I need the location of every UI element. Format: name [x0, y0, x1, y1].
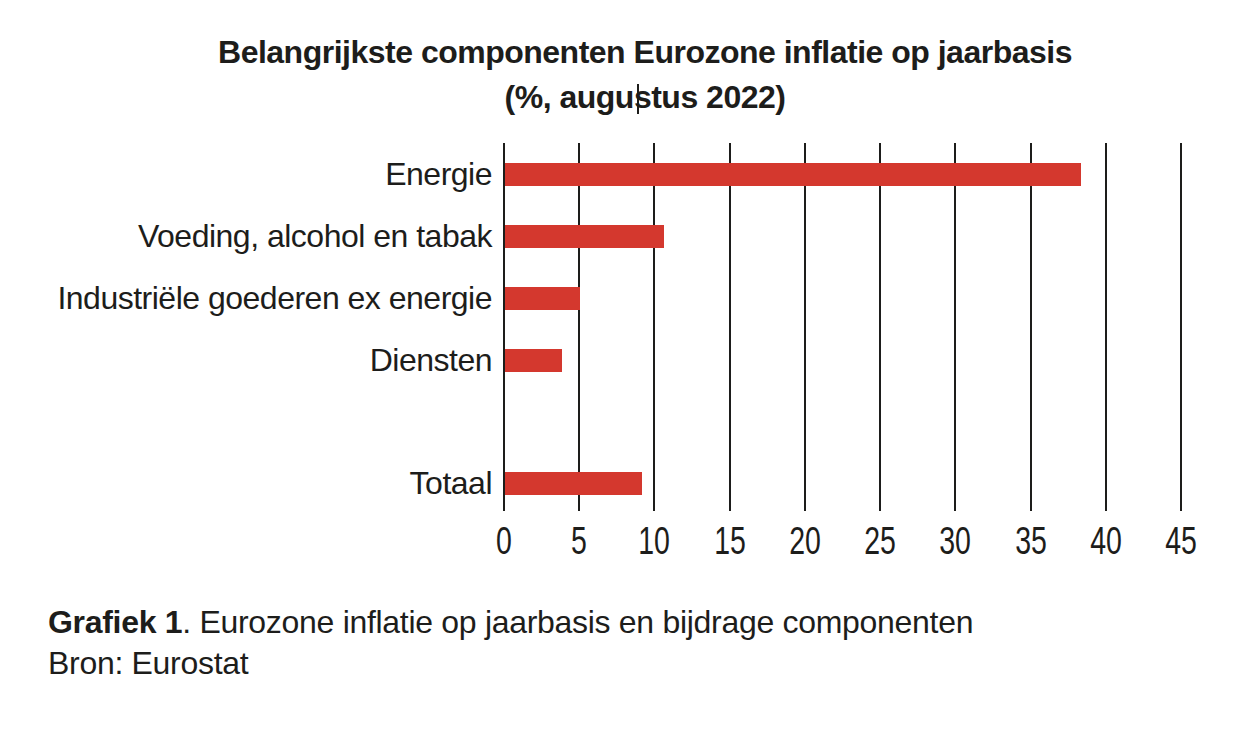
- x-tick-label: 5: [542, 520, 617, 562]
- x-tick-label: 0: [467, 520, 542, 562]
- x-gridline: [503, 143, 505, 511]
- chart-figure: Belangrijkste componenten Eurozone infla…: [0, 0, 1236, 734]
- x-gridline: [1180, 143, 1182, 511]
- x-gridline: [578, 143, 580, 511]
- x-gridline: [879, 143, 881, 511]
- x-gridline: [954, 143, 956, 511]
- x-tick-label: 30: [918, 520, 993, 562]
- bar-0: [505, 163, 1081, 186]
- figure-caption: Grafiek 1. Eurozone inflatie op jaarbasi…: [48, 602, 973, 684]
- x-tick-label: 15: [692, 520, 767, 562]
- x-tick-label: 20: [767, 520, 842, 562]
- x-tick-label: 25: [843, 520, 918, 562]
- bar-3: [505, 349, 562, 372]
- x-tick-label: 45: [1144, 520, 1219, 562]
- caption-label: Grafiek 1: [48, 604, 182, 640]
- caption-line: Grafiek 1. Eurozone inflatie op jaarbasi…: [48, 602, 973, 643]
- bar-2: [505, 287, 580, 310]
- chart-title: Belangrijkste componenten Eurozone infla…: [27, 30, 1236, 120]
- category-label: Industriële goederen ex energie: [12, 277, 492, 319]
- x-tick-label: 10: [617, 520, 692, 562]
- chart-title-line2: (%, augustus 2022): [27, 75, 1236, 120]
- x-tick-label: 35: [993, 520, 1068, 562]
- caption-text: . Eurozone inflatie op jaarbasis en bijd…: [182, 604, 973, 640]
- x-gridline: [729, 143, 731, 511]
- category-label: Energie: [12, 153, 492, 195]
- category-label: Totaal: [12, 462, 492, 504]
- bar-4: [505, 472, 642, 495]
- x-tick-label: 40: [1068, 520, 1143, 562]
- x-gridline: [1030, 143, 1032, 511]
- bar-1: [505, 225, 664, 248]
- x-gridline: [1105, 143, 1107, 511]
- chart-title-line1: Belangrijkste componenten Eurozone infla…: [27, 30, 1236, 75]
- category-label: Diensten: [12, 339, 492, 381]
- plot-area: [504, 143, 1181, 511]
- text-cursor-artifact: [637, 84, 639, 114]
- category-label: Voeding, alcohol en tabak: [12, 215, 492, 257]
- caption-source: Bron: Eurostat: [48, 643, 973, 684]
- x-gridline: [804, 143, 806, 511]
- x-gridline: [653, 143, 655, 511]
